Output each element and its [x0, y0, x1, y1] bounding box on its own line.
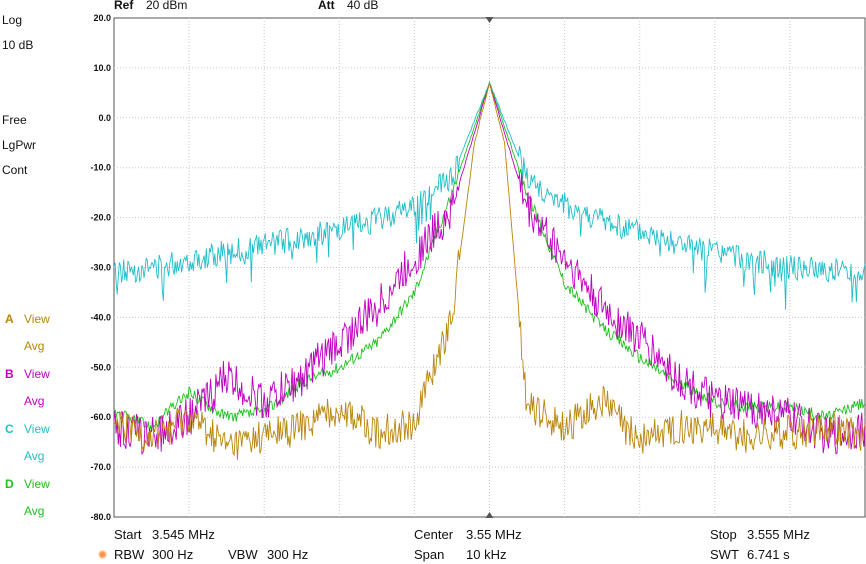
trace-mode-b[interactable]: View	[24, 367, 50, 381]
y-tick-label: -40.0	[90, 312, 111, 322]
trace-detector-a: Avg	[24, 339, 45, 353]
rbw-value: 300 Hz	[152, 547, 194, 562]
y-tick-label: -80.0	[90, 512, 111, 522]
stop-value: 3.555 MHz	[747, 527, 810, 542]
trace-line-a	[113, 81, 866, 460]
sweep-mode: Cont	[2, 163, 28, 177]
rbw-marker-icon	[98, 550, 107, 559]
start-value: 3.545 MHz	[152, 527, 215, 542]
scale-div: 10 dB	[2, 38, 34, 52]
swt-value: 6.741 s	[747, 547, 790, 562]
span-label: Span	[414, 547, 445, 562]
y-tick-label: -60.0	[90, 412, 111, 422]
y-tick-label: 20.0	[93, 13, 111, 23]
stop-label: Stop	[710, 527, 737, 542]
center-marker-bottom-icon	[485, 512, 494, 518]
vbw-label: VBW	[228, 547, 258, 562]
y-tick-label: -70.0	[90, 462, 111, 472]
span-value: 10 kHz	[466, 547, 507, 562]
trace-mode-d[interactable]: View	[24, 477, 50, 491]
trace-detector-d: Avg	[24, 504, 45, 518]
ref-label: Ref	[114, 0, 134, 12]
y-tick-label: 0.0	[98, 113, 111, 123]
swt-label: SWT	[710, 547, 739, 562]
start-label: Start	[114, 527, 142, 542]
center-label: Center	[414, 527, 454, 542]
ref-value: 20 dBm	[146, 0, 188, 12]
trace-mode-a[interactable]: View	[24, 312, 50, 326]
y-tick-label: -30.0	[90, 263, 111, 273]
scale-type: Log	[2, 13, 23, 27]
y-tick-label: -50.0	[90, 362, 111, 372]
rbw-label: RBW	[114, 547, 145, 562]
detector-mode: LgPwr	[2, 138, 37, 152]
y-tick-label: -10.0	[90, 163, 111, 173]
trace-letter-d: D	[5, 477, 14, 491]
y-tick-label: 10.0	[93, 63, 111, 73]
att-label: Att	[318, 0, 335, 12]
trace-detector-c: Avg	[24, 449, 45, 463]
center-value: 3.55 MHz	[466, 527, 522, 542]
y-tick-label: -20.0	[90, 213, 111, 223]
trace-detector-b: Avg	[24, 394, 45, 408]
att-value: 40 dB	[347, 0, 379, 12]
trace-mode-c[interactable]: View	[24, 422, 50, 436]
trace-letter-c: C	[5, 422, 14, 436]
trace-letter-b: B	[5, 367, 14, 381]
vbw-value: 300 Hz	[267, 547, 309, 562]
trigger-mode: Free	[2, 113, 27, 127]
center-marker-top-icon	[485, 17, 494, 23]
trace-letter-a: A	[5, 312, 14, 326]
